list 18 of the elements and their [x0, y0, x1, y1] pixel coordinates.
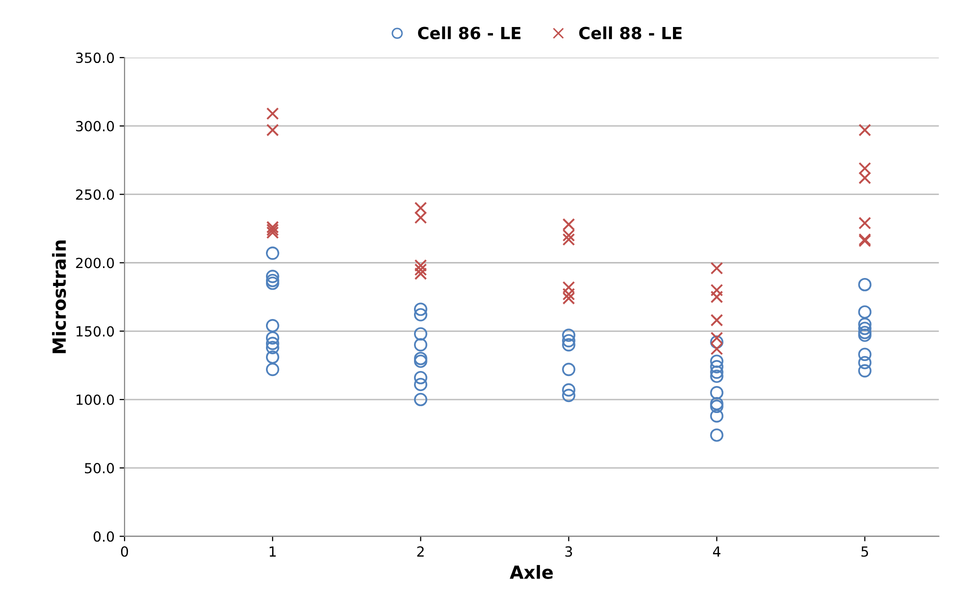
x-tick-label: 1	[270, 546, 276, 557]
y-tick-label: 150.0	[76, 326, 114, 337]
y-tick-label: 300.0	[76, 120, 114, 132]
x-tick-label: 2	[417, 546, 424, 557]
y-axis-title: Microstrain	[52, 240, 66, 354]
y-tick-label: 50.0	[84, 462, 114, 474]
legend-label: Cell 86 - LE	[418, 26, 520, 40]
y-tick-label: 200.0	[76, 258, 114, 268]
y-tick-label: 100.0	[76, 394, 114, 405]
y-tick-label: 350.0	[76, 52, 114, 64]
x-axis-title: Axle	[510, 565, 553, 580]
x-tick-label: 5	[861, 546, 868, 557]
y-tick-label: 0.0	[94, 531, 114, 542]
x-tick-label: 4	[713, 546, 720, 557]
x-tick-label: 0	[121, 546, 128, 557]
x-tick-label: 3	[565, 546, 572, 557]
legend-label: Cell 88 - LE	[579, 26, 682, 40]
y-tick-label: 250.0	[76, 189, 114, 200]
